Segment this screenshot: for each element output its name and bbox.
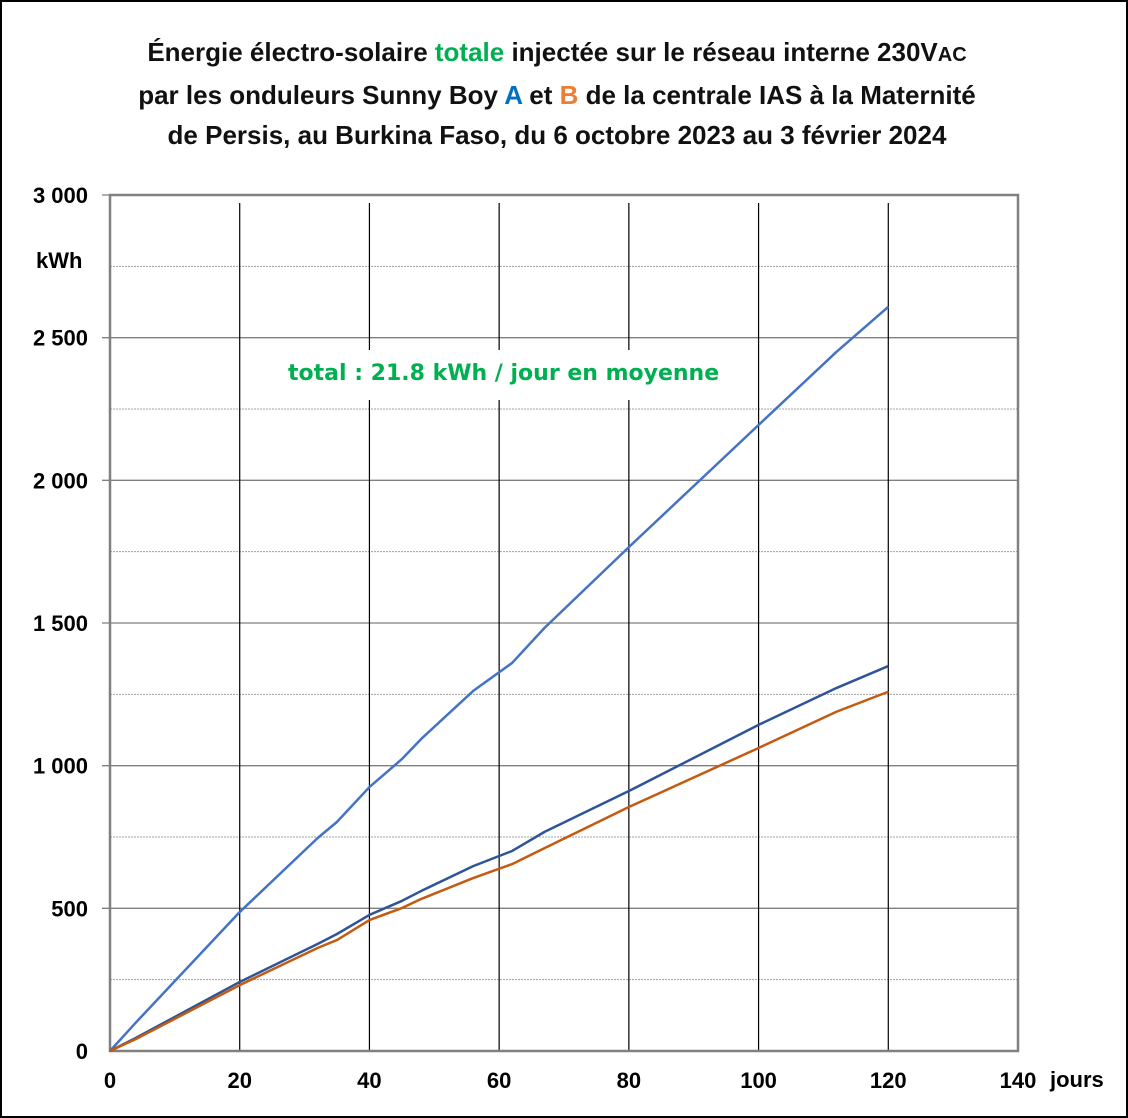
y-axis-label: kWh: [36, 248, 82, 273]
title-text: injectée sur le réseau interne 230V: [504, 37, 938, 67]
x-tick-label: 120: [870, 1068, 907, 1093]
x-tick-label: 140: [1000, 1068, 1037, 1093]
y-tick-label: 2 000: [33, 468, 88, 493]
x-tick-label: 60: [487, 1068, 511, 1093]
title-line-2: par les onduleurs Sunny Boy A et B de la…: [2, 75, 1112, 115]
x-axis-label: jours: [1049, 1067, 1104, 1092]
title-text: Énergie électro-solaire: [147, 37, 435, 67]
x-tick-label: 0: [104, 1068, 116, 1093]
title-line-3: de Persis, au Burkina Faso, du 6 octobre…: [167, 120, 947, 150]
y-tick-label: 1 500: [33, 611, 88, 636]
y-tick-label: 1 000: [33, 754, 88, 779]
title-text: par les onduleurs Sunny Boy: [138, 80, 505, 110]
plot-border: [108, 193, 1020, 1053]
title-ac-subscript: AC: [937, 44, 967, 66]
y-tick-label: 0: [76, 1039, 88, 1064]
x-tick-label: 100: [740, 1068, 777, 1093]
x-tick-label: 80: [617, 1068, 641, 1093]
chart-title: Énergie électro-solaire totale injectée …: [2, 32, 1112, 155]
title-text: de la centrale IAS à la Maternité: [578, 80, 976, 110]
y-tick-label: 500: [51, 896, 88, 921]
title-line-1: Énergie électro-solaire totale injectée …: [2, 32, 1112, 75]
x-tick-label: 40: [357, 1068, 381, 1093]
series-line-a: [109, 664, 889, 1053]
title-label-b: B: [559, 80, 579, 110]
y-tick-label: 3 000: [33, 183, 88, 208]
x-tick-label: 20: [227, 1068, 251, 1093]
series-line-b: [109, 690, 889, 1053]
annotation-background: [282, 350, 722, 400]
title-text: et: [522, 80, 560, 110]
series-line-total: [109, 305, 890, 1052]
y-tick-label: 2 500: [33, 326, 88, 351]
annotation-average: total : 21.8 kWh / jour en moyenne: [288, 361, 719, 386]
title-label-a: A: [504, 80, 523, 110]
title-highlight-totale: totale: [434, 37, 505, 67]
